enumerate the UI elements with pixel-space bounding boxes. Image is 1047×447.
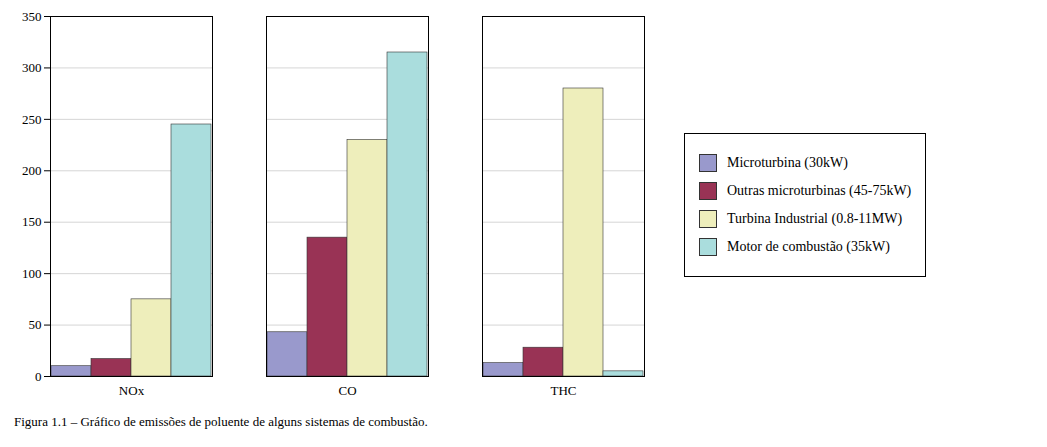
svg-text:50: 50 [29,317,42,332]
svg-text:250: 250 [22,112,42,127]
svg-text:150: 150 [22,214,42,229]
svg-text:100: 100 [22,266,42,281]
svg-text:200: 200 [22,163,42,178]
svg-text:300: 300 [22,60,42,75]
html-text:Motor de combustão (35kW): Motor de combustão (35kW) [727,239,890,254]
svg-text:CO: CO [338,383,356,398]
svg-text:350: 350 [22,9,42,24]
html-text:Outras microturbinas (45-75kW): Outras microturbinas (45-75kW) [727,183,912,198]
html-text:Microturbina (30kW): Microturbina (30kW) [727,155,848,170]
html-text:Turbina Industrial (0.8-11MW): Turbina Industrial (0.8-11MW) [727,211,903,226]
svg-text:0: 0 [35,369,42,384]
html-text:Figura 1.1 – Gráfico de emissõ: Figura 1.1 – Gráfico de emissões de polu… [14,414,428,429]
svg-text:NOx: NOx [119,383,145,398]
svg-text:THC: THC [551,383,577,398]
